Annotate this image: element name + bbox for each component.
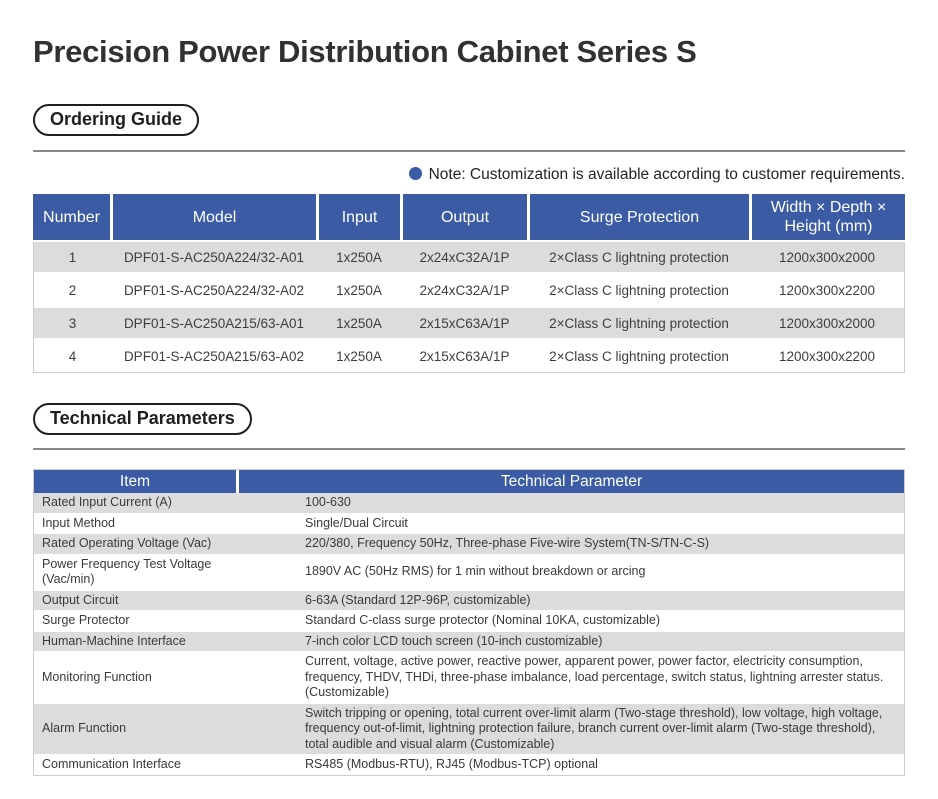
param-value: Current, voltage, active power, reactive… — [305, 654, 884, 699]
table-row: Surge Protector Standard C-class surge p… — [34, 611, 904, 632]
ordering-table-header: Number Model Input Output Surge Protecti… — [33, 194, 905, 240]
param-item: Output Circuit — [42, 592, 119, 607]
cell-output: 2x24xC32A/1P — [419, 249, 510, 265]
ordering-table: Number Model Input Output Surge Protecti… — [33, 194, 905, 373]
page-title: Precision Power Distribution Cabinet Ser… — [33, 34, 697, 69]
table-row: 2 DPF01-S-AC250A224/32-A02 1x250A 2x24xC… — [34, 275, 904, 308]
cell-number: 4 — [68, 349, 77, 364]
param-item: Rated Input Current (A) — [42, 495, 172, 509]
section-pill-technical-parameters: Technical Parameters — [33, 403, 252, 435]
param-item: Human-Machine Interface — [42, 633, 186, 648]
cell-surge: 2×Class C lightning protection — [549, 349, 729, 364]
column-header-dimensions: Width × Depth × Height (mm) — [752, 194, 905, 240]
cell-output: 2x24xC32A/1P — [419, 282, 510, 298]
ordering-table-body: 1 DPF01-S-AC250A224/32-A01 1x250A 2x24xC… — [33, 242, 905, 373]
section-divider — [33, 448, 905, 450]
tech-table-header: Item Technical Parameter — [34, 470, 904, 493]
cell-model: DPF01-S-AC250A224/32-A02 — [123, 282, 305, 298]
table-row: Input Method Single/Dual Circuit — [34, 513, 904, 534]
cell-input: 1x250A — [336, 349, 382, 364]
cell-number: 3 — [68, 315, 77, 331]
param-item: Surge Protector — [42, 613, 130, 627]
param-value: 100-630 — [305, 495, 351, 509]
cell-input: 1x250A — [336, 282, 382, 298]
param-item: Communication Interface — [42, 757, 181, 771]
cell-model: DPF01-S-AC250A215/63-A01 — [123, 315, 305, 331]
customization-note: Note: Customization is available accordi… — [33, 164, 905, 185]
table-row: 4 DPF01-S-AC250A215/63-A02 1x250A 2x15xC… — [34, 341, 904, 372]
param-value: 1890V AC (50Hz RMS) for 1 min without br… — [305, 564, 646, 579]
column-header-input: Input — [319, 194, 400, 240]
cell-size: 1200x300x2200 — [778, 349, 876, 364]
param-value: 6-63A (Standard 12P-96P, customizable) — [305, 592, 531, 607]
param-value: 220/380, Frequency 50Hz, Three-phase Fiv… — [305, 536, 710, 550]
cell-size: 1200x300x2200 — [778, 282, 876, 298]
param-value: Standard C-class surge protector (Nomina… — [305, 613, 661, 627]
table-row: Monitoring Function Current, voltage, ac… — [34, 652, 904, 704]
param-value: Single/Dual Circuit — [305, 515, 408, 530]
cell-input: 1x250A — [336, 315, 382, 331]
cell-output: 2x15xC63A/1P — [419, 349, 510, 364]
table-row: Rated Operating Voltage (Vac) 220/380, F… — [34, 534, 904, 555]
column-header-surge-protection: Surge Protection — [530, 194, 749, 240]
column-header-technical-parameter: Technical Parameter — [239, 470, 904, 493]
cell-input: 1x250A — [336, 249, 382, 265]
section-pill-ordering-guide: Ordering Guide — [33, 104, 200, 136]
cell-surge: 2×Class C lightning protection — [549, 315, 729, 331]
param-item: Alarm Function — [42, 721, 127, 735]
table-row: Rated Input Current (A) 100-630 — [34, 493, 904, 514]
column-header-item: Item — [34, 470, 236, 493]
table-row: 3 DPF01-S-AC250A215/63-A01 1x250A 2x15xC… — [34, 308, 904, 341]
column-header-model: Model — [113, 194, 316, 240]
table-row: 1 DPF01-S-AC250A224/32-A01 1x250A 2x24xC… — [34, 242, 904, 275]
cell-model: DPF01-S-AC250A224/32-A01 — [123, 249, 305, 265]
note-bullet-icon — [408, 167, 422, 180]
cell-output: 2x15xC63A/1P — [419, 315, 510, 331]
column-header-number: Number — [33, 194, 110, 240]
param-value: RS485 (Modbus-RTU), RJ45 (Modbus-TCP) op… — [305, 757, 598, 771]
table-row: Power Frequency Test Voltage (Vac/min) 1… — [34, 554, 904, 591]
cell-surge: 2×Class C lightning protection — [549, 282, 729, 298]
param-value: 7-inch color LCD touch screen (10-inch c… — [305, 633, 603, 648]
table-row: Output Circuit 6-63A (Standard 12P-96P, … — [34, 590, 904, 611]
param-item: Power Frequency Test Voltage (Vac/min) — [42, 556, 212, 587]
cell-surge: 2×Class C lightning protection — [549, 249, 729, 265]
param-item: Monitoring Function — [42, 669, 152, 684]
cell-size: 1200x300x2000 — [778, 249, 876, 265]
column-header-output: Output — [403, 194, 527, 240]
table-row: Human-Machine Interface 7-inch color LCD… — [34, 631, 904, 652]
param-item: Rated Operating Voltage (Vac) — [42, 536, 212, 550]
cell-size: 1200x300x2000 — [778, 315, 876, 331]
param-value: Switch tripping or opening, total curren… — [305, 705, 883, 751]
table-row: Communication Interface RS485 (Modbus-RT… — [34, 755, 904, 775]
cell-number: 1 — [68, 249, 77, 265]
table-row: Alarm Function Switch tripping or openin… — [34, 703, 904, 755]
section-divider — [33, 150, 905, 152]
cell-model: DPF01-S-AC250A215/63-A02 — [123, 349, 305, 364]
param-item: Input Method — [42, 515, 115, 530]
cell-number: 2 — [68, 282, 77, 298]
note-text: Note: Customization is available accordi… — [428, 166, 905, 183]
technical-parameters-table: Item Technical Parameter Rated Input Cur… — [33, 469, 905, 776]
